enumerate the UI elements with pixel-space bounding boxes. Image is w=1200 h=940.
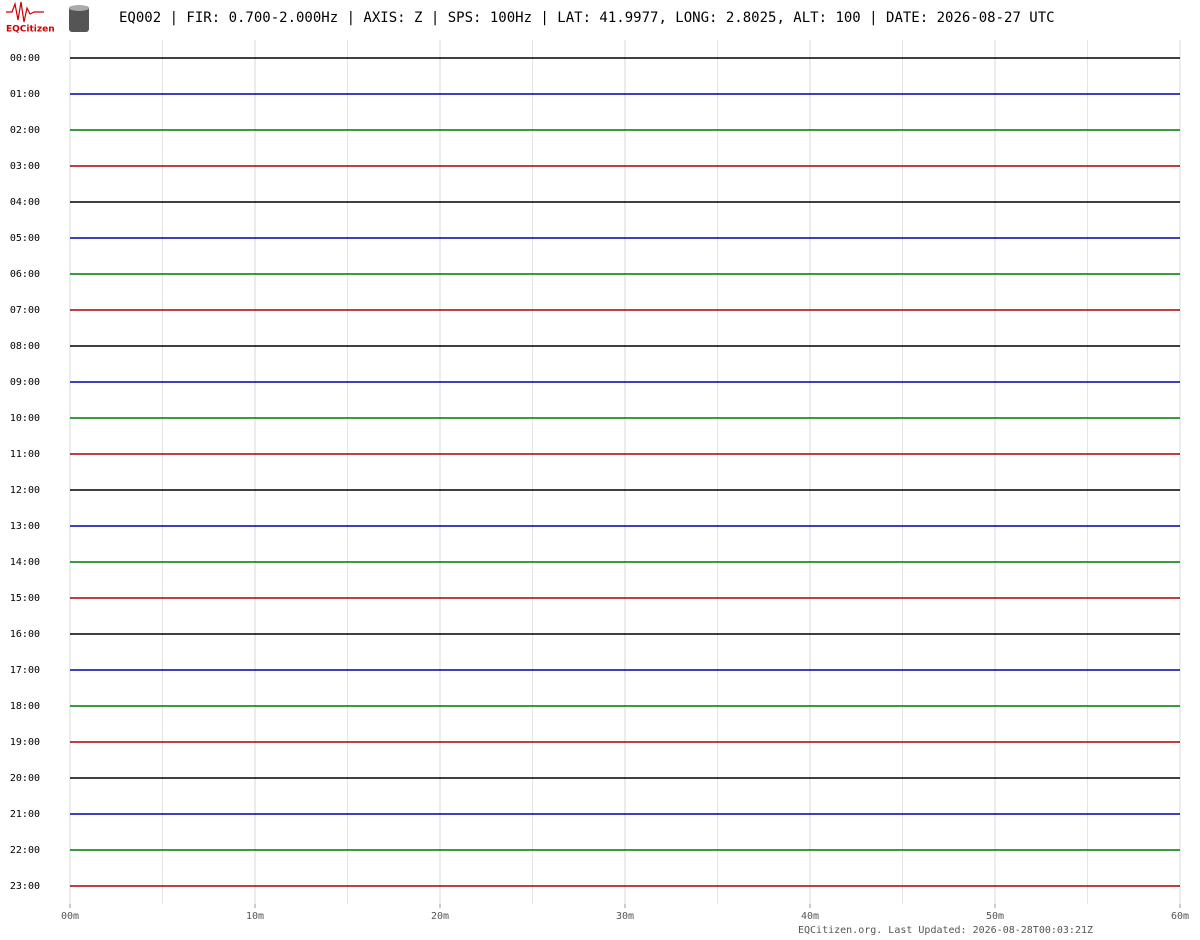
row-label: 18:00	[10, 701, 40, 712]
logo: EQCitizen	[6, 1, 89, 35]
row-label: 19:00	[10, 737, 40, 748]
row-label: 09:00	[10, 377, 40, 388]
row-label: 00:00	[10, 53, 40, 64]
x-tick-label: 20m	[431, 911, 449, 922]
row-label: 22:00	[10, 845, 40, 856]
row-label: 08:00	[10, 341, 40, 352]
sensor-icon-top	[69, 5, 89, 11]
row-label: 05:00	[10, 233, 40, 244]
row-label: 15:00	[10, 593, 40, 604]
row-label: 12:00	[10, 485, 40, 496]
footer: EQCitizen.org. Last Updated: 2026-08-28T…	[798, 925, 1093, 936]
x-tick-label: 40m	[801, 911, 819, 922]
sensor-icon	[69, 6, 89, 32]
row-label: 03:00	[10, 161, 40, 172]
logo-text: EQCitizen	[6, 25, 55, 35]
row-label: 14:00	[10, 557, 40, 568]
row-label: 01:00	[10, 89, 40, 100]
row-label: 16:00	[10, 629, 40, 640]
row-label: 17:00	[10, 665, 40, 676]
x-tick-label: 60m	[1171, 911, 1189, 922]
x-tick-label: 30m	[616, 911, 634, 922]
row-label: 13:00	[10, 521, 40, 532]
row-label: 21:00	[10, 809, 40, 820]
row-label: 06:00	[10, 269, 40, 280]
x-tick-label: 10m	[246, 911, 264, 922]
row-label: 04:00	[10, 197, 40, 208]
row-label: 02:00	[10, 125, 40, 136]
x-tick-label: 50m	[986, 911, 1004, 922]
x-tick-label: 00m	[61, 911, 79, 922]
row-label: 23:00	[10, 881, 40, 892]
chart-title: EQ002 | FIR: 0.700-2.000Hz | AXIS: Z | S…	[119, 10, 1055, 26]
row-label: 20:00	[10, 773, 40, 784]
logo-wave	[6, 1, 44, 23]
row-label: 10:00	[10, 413, 40, 424]
row-label: 11:00	[10, 449, 40, 460]
row-label: 07:00	[10, 305, 40, 316]
